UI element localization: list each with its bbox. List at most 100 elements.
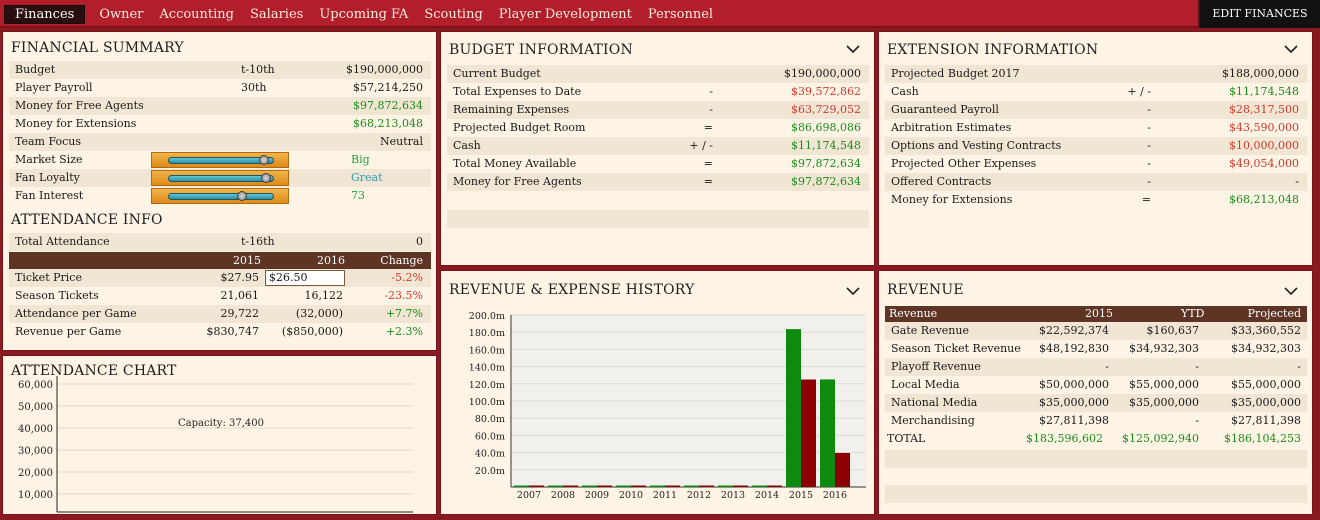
value-2015: -	[1105, 360, 1109, 373]
row-label: Gate Revenue	[891, 324, 969, 337]
tab-player-development[interactable]: Player Development	[498, 7, 632, 22]
row-value: $97,872,634	[791, 157, 861, 170]
row-label: Money for Free Agents	[453, 175, 582, 188]
row-operator: =	[703, 157, 713, 170]
x-tick-label: 2011	[653, 490, 677, 501]
y-tick-label: 50,000	[18, 402, 53, 413]
total-attendance-row: Total Attendance t-16th 0	[9, 233, 431, 251]
row-label: Local Media	[891, 378, 960, 391]
ticket-price-input[interactable]: $26.50	[265, 270, 345, 286]
row-label: Guaranteed Payroll	[891, 103, 999, 116]
value-2015: $27.95	[220, 271, 260, 284]
budget-row: Projected Budget Room = $86,698,086	[447, 119, 869, 137]
budget-row: Total Expenses to Date - $39,572,862	[447, 83, 869, 101]
row-operator: =	[703, 175, 713, 188]
chevron-down-icon[interactable]	[1284, 286, 1298, 296]
x-tick-label: 2013	[721, 490, 745, 501]
header-projected: Projected	[1247, 307, 1301, 320]
row-value: -	[1295, 175, 1299, 188]
row-value: $63,729,052	[791, 103, 861, 116]
tab-owner[interactable]: Owner	[99, 7, 144, 22]
row-operator: -	[709, 103, 713, 116]
revenue-row: National Media $35,000,000 $35,000,000 $35,…	[885, 394, 1307, 412]
x-tick-label: 2015	[789, 490, 813, 501]
row-label: Attendance per Game	[15, 307, 137, 320]
extension-row: Projected Budget 2017 $188,000,000	[885, 65, 1307, 83]
total-attendance-label: Total Attendance	[15, 235, 110, 248]
value-projected: $33,360,552	[1231, 324, 1301, 337]
budget-row: Money for Free Agents = $97,872,634	[447, 173, 869, 191]
bar-red	[835, 452, 850, 487]
row-operator: + / -	[1127, 85, 1151, 98]
row-label: Projected Other Expenses	[891, 157, 1037, 170]
chevron-down-icon[interactable]	[1284, 44, 1298, 54]
header-2016: 2016	[317, 254, 345, 267]
bar-red	[767, 485, 782, 487]
row-value: Neutral	[380, 135, 423, 148]
value-ytd: -	[1195, 414, 1199, 427]
bar-green	[786, 329, 801, 487]
value-2015: $48,192,830	[1039, 342, 1109, 355]
value-ytd: $35,000,000	[1129, 396, 1199, 409]
row-operator: =	[703, 121, 713, 134]
top-nav-bar: Finances Owner Accounting Salaries Upcoming …	[0, 0, 1320, 28]
row-label: Playoff Revenue	[891, 360, 981, 373]
tab-upcoming-fa[interactable]: Upcoming FA	[319, 7, 409, 22]
total-attendance-value: 0	[416, 235, 423, 248]
revenue-header-row: Revenue 2015 YTD Projected	[885, 306, 1307, 322]
row-label: Money for Extensions	[891, 193, 1013, 206]
chevron-down-icon[interactable]	[846, 286, 860, 296]
x-tick-label: 2012	[687, 490, 711, 501]
total-label: TOTAL	[887, 432, 926, 445]
bar-green	[752, 485, 767, 487]
tab-finances[interactable]: Finances	[4, 5, 86, 24]
value-2016: (32,000)	[295, 307, 343, 320]
bar-green	[684, 485, 699, 487]
budget-information-panel: BUDGET INFORMATION Current Budget $190,00…	[440, 31, 875, 266]
tab-personnel[interactable]: Personnel	[647, 7, 714, 22]
y-tick-label: 140.0m	[469, 363, 505, 374]
slider-knob	[259, 155, 269, 165]
slider-label: Fan Loyalty	[15, 171, 80, 184]
tab-scouting[interactable]: Scouting	[424, 7, 483, 22]
attendance-chart-panel: ATTENDANCE CHART 60,000 50,000 40,000 30,00…	[2, 355, 437, 515]
row-label: Offered Contracts	[891, 175, 992, 188]
bar-red	[733, 485, 748, 487]
bar-red	[563, 485, 578, 487]
row-label: Projected Budget 2017	[891, 67, 1020, 80]
row-label: Cash	[453, 139, 481, 152]
row-value: $188,000,000	[1222, 67, 1299, 80]
financial-summary-row: Money for Free Agents $97,872,634	[9, 97, 431, 115]
value-2015: $830,747	[206, 325, 260, 338]
x-tick-label: 2007	[517, 490, 541, 501]
value-2015: 29,722	[220, 307, 260, 320]
header-2015: 2015	[1085, 307, 1113, 320]
rating-slider	[151, 170, 289, 186]
budget-row: Total Money Available = $97,872,634	[447, 155, 869, 173]
row-value: $190,000,000	[346, 63, 423, 76]
value-projected: -	[1297, 360, 1301, 373]
edit-finances-button[interactable]: EDIT FINANCES	[1198, 0, 1320, 28]
slider-label: Fan Interest	[15, 189, 84, 202]
extension-row: Arbitration Estimates - $43,590,000	[885, 119, 1307, 137]
header-revenue: Revenue	[889, 307, 938, 320]
budget-row: Current Budget $190,000,000	[447, 65, 869, 83]
row-label: Money for Free Agents	[15, 99, 144, 112]
rating-slider	[151, 152, 289, 168]
revenue-title: REVENUE	[887, 282, 964, 298]
tab-salaries[interactable]: Salaries	[250, 7, 304, 22]
budget-information-title: BUDGET INFORMATION	[449, 42, 633, 58]
row-label: Cash	[891, 85, 919, 98]
chevron-down-icon[interactable]	[846, 44, 860, 54]
row-value: $57,214,250	[353, 81, 423, 94]
x-tick-label: 2014	[755, 490, 779, 501]
revenue-row: Playoff Revenue - - -	[885, 358, 1307, 376]
row-label: Revenue per Game	[15, 325, 122, 338]
revenue-expense-history-panel: REVENUE & EXPENSE HISTORY 20.0m 40.0m 60.0…	[440, 270, 875, 515]
slider-label: Market Size	[15, 153, 83, 166]
slider-value: Great	[351, 171, 383, 184]
row-label: Current Budget	[453, 67, 541, 80]
value-projected: $55,000,000	[1231, 378, 1301, 391]
tab-accounting[interactable]: Accounting	[159, 7, 235, 22]
extension-information-title: EXTENSION INFORMATION	[887, 42, 1099, 58]
